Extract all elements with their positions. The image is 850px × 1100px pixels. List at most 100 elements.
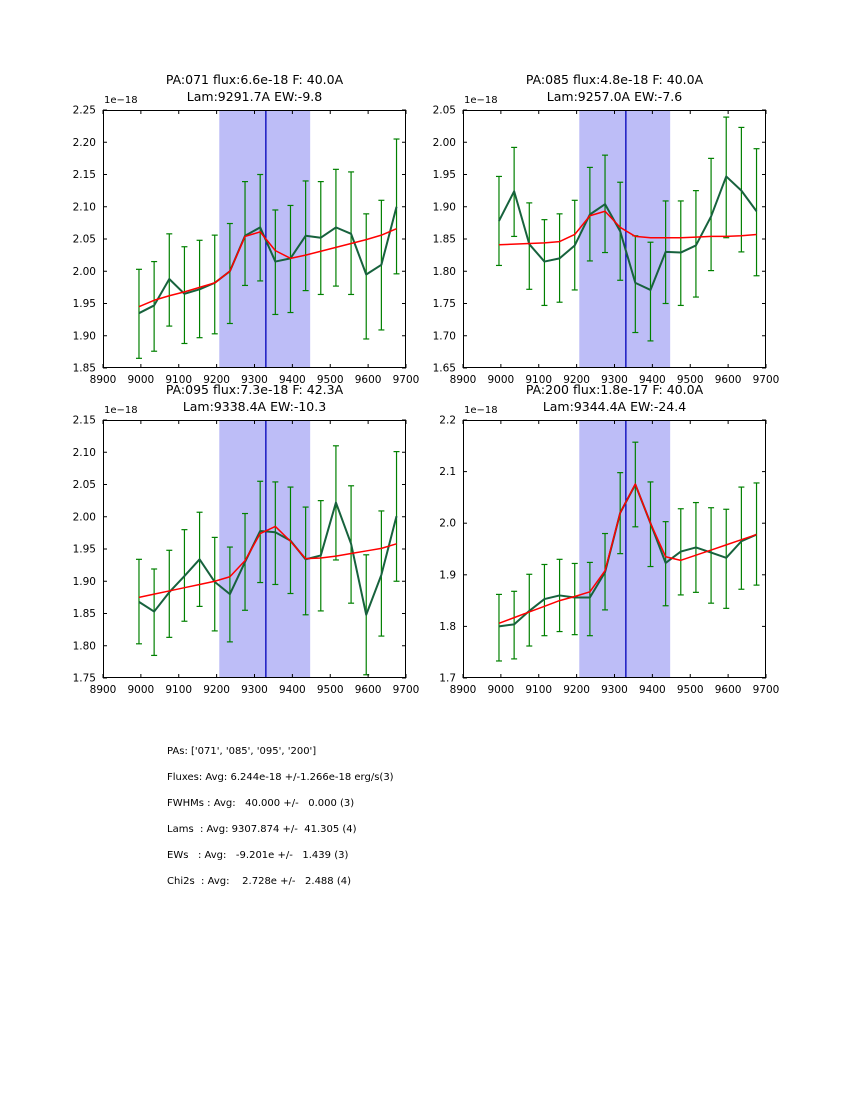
y-tick-label: 1.85 bbox=[433, 234, 456, 246]
summary-pas: PAs: ['071', '085', '095', '200'] bbox=[167, 746, 317, 757]
y-axis-offset-label: 1e−18 bbox=[104, 95, 138, 106]
x-tick-label: 8900 bbox=[450, 374, 477, 386]
x-tick-label: 9000 bbox=[128, 684, 155, 696]
y-tick-label: 1.90 bbox=[433, 201, 456, 213]
x-tick-label: 9500 bbox=[317, 374, 344, 386]
summary-chi2s: Chi2s : Avg: 2.728e +/- 2.488 (4) bbox=[167, 876, 352, 887]
subplot-pa200: PA:200 flux:1.8e-17 F: 40.0A Lam:9344.4A … bbox=[439, 382, 779, 696]
plot-area: 8900 9000 9100 9200 9300 9400 9500 9600 9700 1.75… bbox=[73, 405, 420, 696]
x-tick-label: 9100 bbox=[165, 374, 192, 386]
subplot-title-line1: PA:085 flux:4.8e-18 F: 40.0A bbox=[525, 72, 704, 87]
y-tick-label: 1.95 bbox=[73, 544, 96, 556]
y-tick-label: 1.80 bbox=[73, 640, 96, 652]
x-tick-label: 9200 bbox=[203, 684, 230, 696]
x-tick-label: 8900 bbox=[90, 374, 117, 386]
x-tick-label: 9400 bbox=[279, 374, 306, 386]
y-tick-label: 1.95 bbox=[433, 169, 456, 181]
fit-window-band bbox=[219, 420, 311, 678]
x-tick-label: 9300 bbox=[601, 374, 628, 386]
x-tick-label: 9200 bbox=[563, 684, 590, 696]
x-tick-label: 9500 bbox=[317, 684, 344, 696]
x-tick-label: 9400 bbox=[639, 684, 666, 696]
y-tick-label: 1.8 bbox=[439, 621, 456, 633]
x-tick-label: 9000 bbox=[488, 374, 515, 386]
y-tick-label: 2.00 bbox=[433, 137, 456, 149]
y-tick-label: 1.85 bbox=[73, 363, 96, 375]
y-tick-label: 2.0 bbox=[439, 518, 456, 530]
y-tick-label: 2.00 bbox=[73, 266, 96, 278]
x-tick-label: 8900 bbox=[90, 684, 117, 696]
y-tick-label: 2.2 bbox=[439, 415, 456, 427]
summary-fluxes: Fluxes: Avg: 6.244e-18 +/-1.266e-18 erg/… bbox=[167, 772, 394, 783]
spectrum-line bbox=[138, 206, 398, 315]
x-tick-label: 9500 bbox=[677, 374, 704, 386]
subplot-pa085: PA:085 flux:4.8e-18 F: 40.0A Lam:9257.0A … bbox=[433, 72, 780, 386]
spectrum-line bbox=[498, 175, 758, 291]
y-tick-label: 1.65 bbox=[433, 363, 456, 375]
y-tick-label: 2.10 bbox=[73, 201, 96, 213]
y-tick-label: 1.75 bbox=[433, 298, 456, 310]
x-tick-label: 9700 bbox=[393, 374, 420, 386]
subplot-title-line1: PA:095 flux:7.3e-18 F: 42.3A bbox=[165, 382, 344, 397]
y-tick-label: 2.25 bbox=[73, 105, 96, 117]
y-tick-label: 1.85 bbox=[73, 608, 96, 620]
y-tick-label: 1.7 bbox=[439, 673, 456, 685]
plot-area: 8900 9000 9100 9200 9300 9400 9500 9600 9700 1.65… bbox=[433, 95, 780, 386]
x-tick-label: 9100 bbox=[165, 684, 192, 696]
x-tick-label: 9000 bbox=[128, 374, 155, 386]
summary-block: PAs: ['071', '085', '095', '200'] Fluxes… bbox=[167, 739, 394, 895]
x-tick-label: 9600 bbox=[715, 374, 742, 386]
summary-lams: Lams : Avg: 9307.874 +/- 41.305 (4) bbox=[167, 824, 357, 835]
x-tick-label: 9600 bbox=[355, 374, 382, 386]
fit-line bbox=[498, 210, 757, 246]
subplot-title-line2: Lam:9291.7A EW:-9.8 bbox=[186, 89, 323, 104]
fit-window-band bbox=[579, 420, 671, 678]
y-tick-label: 2.1 bbox=[439, 466, 456, 478]
y-tick-label: 2.05 bbox=[433, 105, 456, 117]
y-tick-label: 1.80 bbox=[433, 266, 456, 278]
fit-line bbox=[138, 227, 397, 308]
x-tick-label: 9300 bbox=[241, 374, 268, 386]
subplot-title-line2: Lam:9257.0A EW:-7.6 bbox=[546, 89, 683, 104]
plot-area: 8900 9000 9100 9200 9300 9400 9500 9600 9700 1.85… bbox=[73, 95, 420, 386]
x-tick-label: 8900 bbox=[450, 684, 477, 696]
subplot-title: PA:200 flux:1.8e-17 F: 40.0A Lam:9344.4A … bbox=[423, 381, 806, 415]
x-tick-label: 9400 bbox=[639, 374, 666, 386]
y-tick-label: 2.15 bbox=[73, 415, 96, 427]
fit-line bbox=[498, 483, 757, 625]
x-tick-label: 9700 bbox=[393, 684, 420, 696]
x-tick-label: 9600 bbox=[355, 684, 382, 696]
fit-window-band bbox=[579, 110, 671, 368]
x-tick-label: 9500 bbox=[677, 684, 704, 696]
spectrum-line bbox=[138, 501, 398, 616]
subplot-title: PA:095 flux:7.3e-18 F: 42.3A Lam:9338.4A … bbox=[63, 381, 446, 415]
x-tick-label: 9100 bbox=[525, 684, 552, 696]
y-axis-offset-label: 1e−18 bbox=[104, 405, 138, 416]
x-tick-label: 9300 bbox=[601, 684, 628, 696]
x-tick-label: 9700 bbox=[753, 374, 780, 386]
subplot-title-line2: Lam:9338.4A EW:-10.3 bbox=[182, 399, 327, 414]
y-tick-label: 2.15 bbox=[73, 169, 96, 181]
y-tick-label: 1.90 bbox=[73, 576, 96, 588]
summary-ews: EWs : Avg: -9.201e +/- 1.439 (3) bbox=[167, 850, 349, 861]
subplot-pa071: PA:071 flux:6.6e-18 F: 40.0A Lam:9291.7A … bbox=[73, 72, 420, 386]
y-tick-label: 1.90 bbox=[73, 330, 96, 342]
x-tick-label: 9200 bbox=[203, 374, 230, 386]
subplot-title: PA:085 flux:4.8e-18 F: 40.0A Lam:9257.0A … bbox=[423, 71, 806, 105]
x-tick-label: 9700 bbox=[753, 684, 780, 696]
x-tick-label: 9000 bbox=[488, 684, 515, 696]
x-tick-label: 9600 bbox=[715, 684, 742, 696]
subplot-title-line1: PA:200 flux:1.8e-17 F: 40.0A bbox=[525, 382, 704, 397]
y-tick-label: 1.95 bbox=[73, 298, 96, 310]
y-tick-label: 2.10 bbox=[73, 447, 96, 459]
y-tick-label: 1.75 bbox=[73, 673, 96, 685]
y-tick-label: 2.05 bbox=[73, 479, 96, 491]
subplot-pa095: PA:095 flux:7.3e-18 F: 42.3A Lam:9338.4A … bbox=[73, 382, 420, 696]
y-tick-label: 2.20 bbox=[73, 137, 96, 149]
x-tick-label: 9300 bbox=[241, 684, 268, 696]
x-tick-label: 9200 bbox=[563, 374, 590, 386]
x-tick-label: 9400 bbox=[279, 684, 306, 696]
summary-fwhms: FWHMs : Avg: 40.000 +/- 0.000 (3) bbox=[167, 798, 355, 809]
subplot-title-line1: PA:071 flux:6.6e-18 F: 40.0A bbox=[165, 72, 344, 87]
